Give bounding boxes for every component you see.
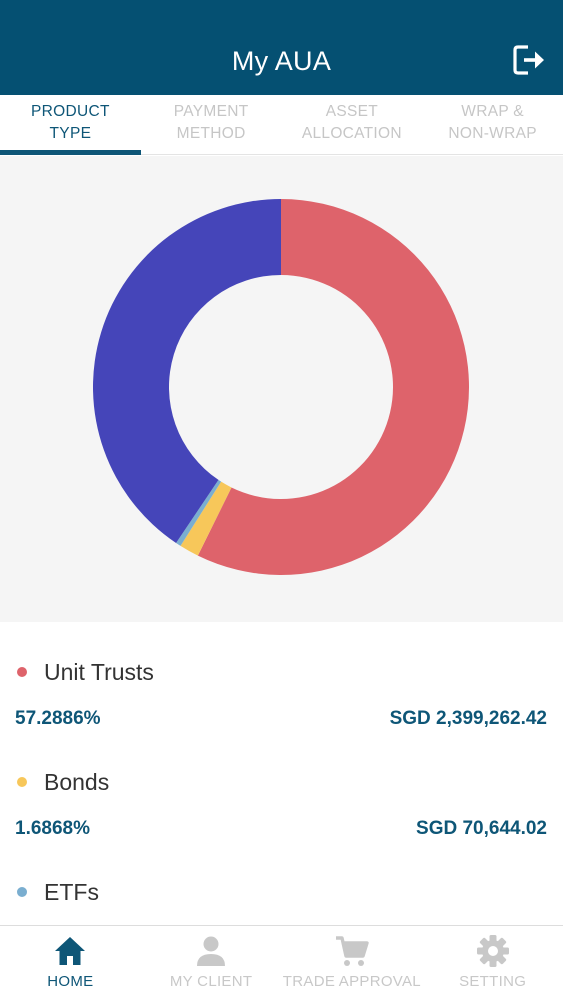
unit-trusts-color-dot [17,667,27,677]
nav-trade-approval-label: TRADE APPROVAL [282,973,421,990]
nav-setting[interactable]: SETTING [422,926,563,1000]
donut-slice-bonds[interactable] [180,481,232,556]
tab-product-type[interactable]: PRODUCT TYPE [0,95,141,155]
donut-slice-unit-trusts[interactable] [197,199,470,575]
legend-amount: SGD 70,644.02 [416,818,547,839]
tab-asset-allocation[interactable]: ASSET ALLOCATION [301,102,402,142]
legend-item-etfs[interactable]: ETFs [0,842,563,952]
bonds-color-dot [17,777,27,787]
tab-wrap-non-wrap[interactable]: WRAP & NON-WRAP [448,102,537,142]
gear-icon [476,935,509,967]
legend-percent: 1.6868% [15,818,91,839]
legend-item-unit-trusts[interactable]: Unit Trusts 57.2886% SGD 2,399,262.42 [0,622,563,732]
nav-my-client-label: MY CLIENT [169,973,253,990]
person-icon [197,936,226,966]
cart-icon [335,936,369,966]
page-title: My AUA [231,46,332,76]
bottom-navigation: HOME MY CLIENT TRADE APPROVAL SE [0,925,563,1000]
nav-setting-label: SETTING [459,973,527,990]
nav-home-label: HOME [47,973,94,990]
legend-label: Bonds [44,769,110,795]
logout-button[interactable] [512,43,548,77]
donut-slice-other[interactable] [92,199,281,543]
donut-slice-etfs[interactable] [176,479,222,546]
legend-label: Unit Trusts [44,659,154,685]
nav-my-client[interactable]: MY CLIENT [141,926,282,1000]
nav-home[interactable]: HOME [0,926,141,1000]
legend-amount: SGD 2,399,262.42 [389,708,547,729]
legend-label: ETFs [44,879,99,905]
chart-panel [0,156,563,622]
donut-chart [92,199,470,575]
legend-percent: 57.2886% [15,708,101,729]
tab-payment-method[interactable]: PAYMENT METHOD [173,102,249,142]
tab-bar: PRODUCT TYPE PAYMENT METHOD ASSET ALLOCA… [0,95,563,155]
home-icon [55,937,86,965]
legend-item-bonds[interactable]: Bonds 1.6868% SGD 70,644.02 [0,732,563,842]
nav-trade-approval[interactable]: TRADE APPROVAL [282,926,423,1000]
app-header: My AUA [0,0,563,95]
etfs-color-dot [17,887,27,897]
logout-icon [513,45,544,75]
